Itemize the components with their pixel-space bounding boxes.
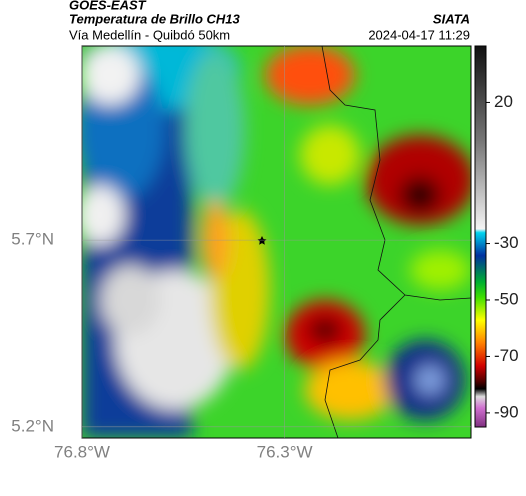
lat-tick-label: 5.7°N bbox=[11, 230, 54, 249]
satellite: GOES-EAST bbox=[69, 0, 147, 12]
datetime: 2024-04-17 11:29 bbox=[368, 27, 470, 42]
source: SIATA bbox=[433, 11, 470, 26]
region: Vía Medellín - Quibdó 50km bbox=[69, 27, 230, 42]
colorbar-tick-label: 20 bbox=[494, 92, 513, 111]
colorbar-tick-label: -30 bbox=[494, 233, 519, 252]
product: Temperatura de Brillo CH13 bbox=[69, 11, 241, 26]
colorbar-tick-label: -50 bbox=[494, 289, 519, 308]
colorbar-tick-label: -90 bbox=[494, 402, 519, 421]
lon-tick-label: 76.3°W bbox=[257, 442, 313, 461]
border bbox=[321, 46, 471, 438]
colorbar-tick-label: -70 bbox=[494, 346, 519, 365]
map-image bbox=[82, 46, 471, 438]
lat-tick-label: 5.2°N bbox=[11, 416, 54, 435]
colorbar bbox=[474, 45, 487, 428]
lon-tick-label: 76.8°W bbox=[54, 442, 110, 461]
